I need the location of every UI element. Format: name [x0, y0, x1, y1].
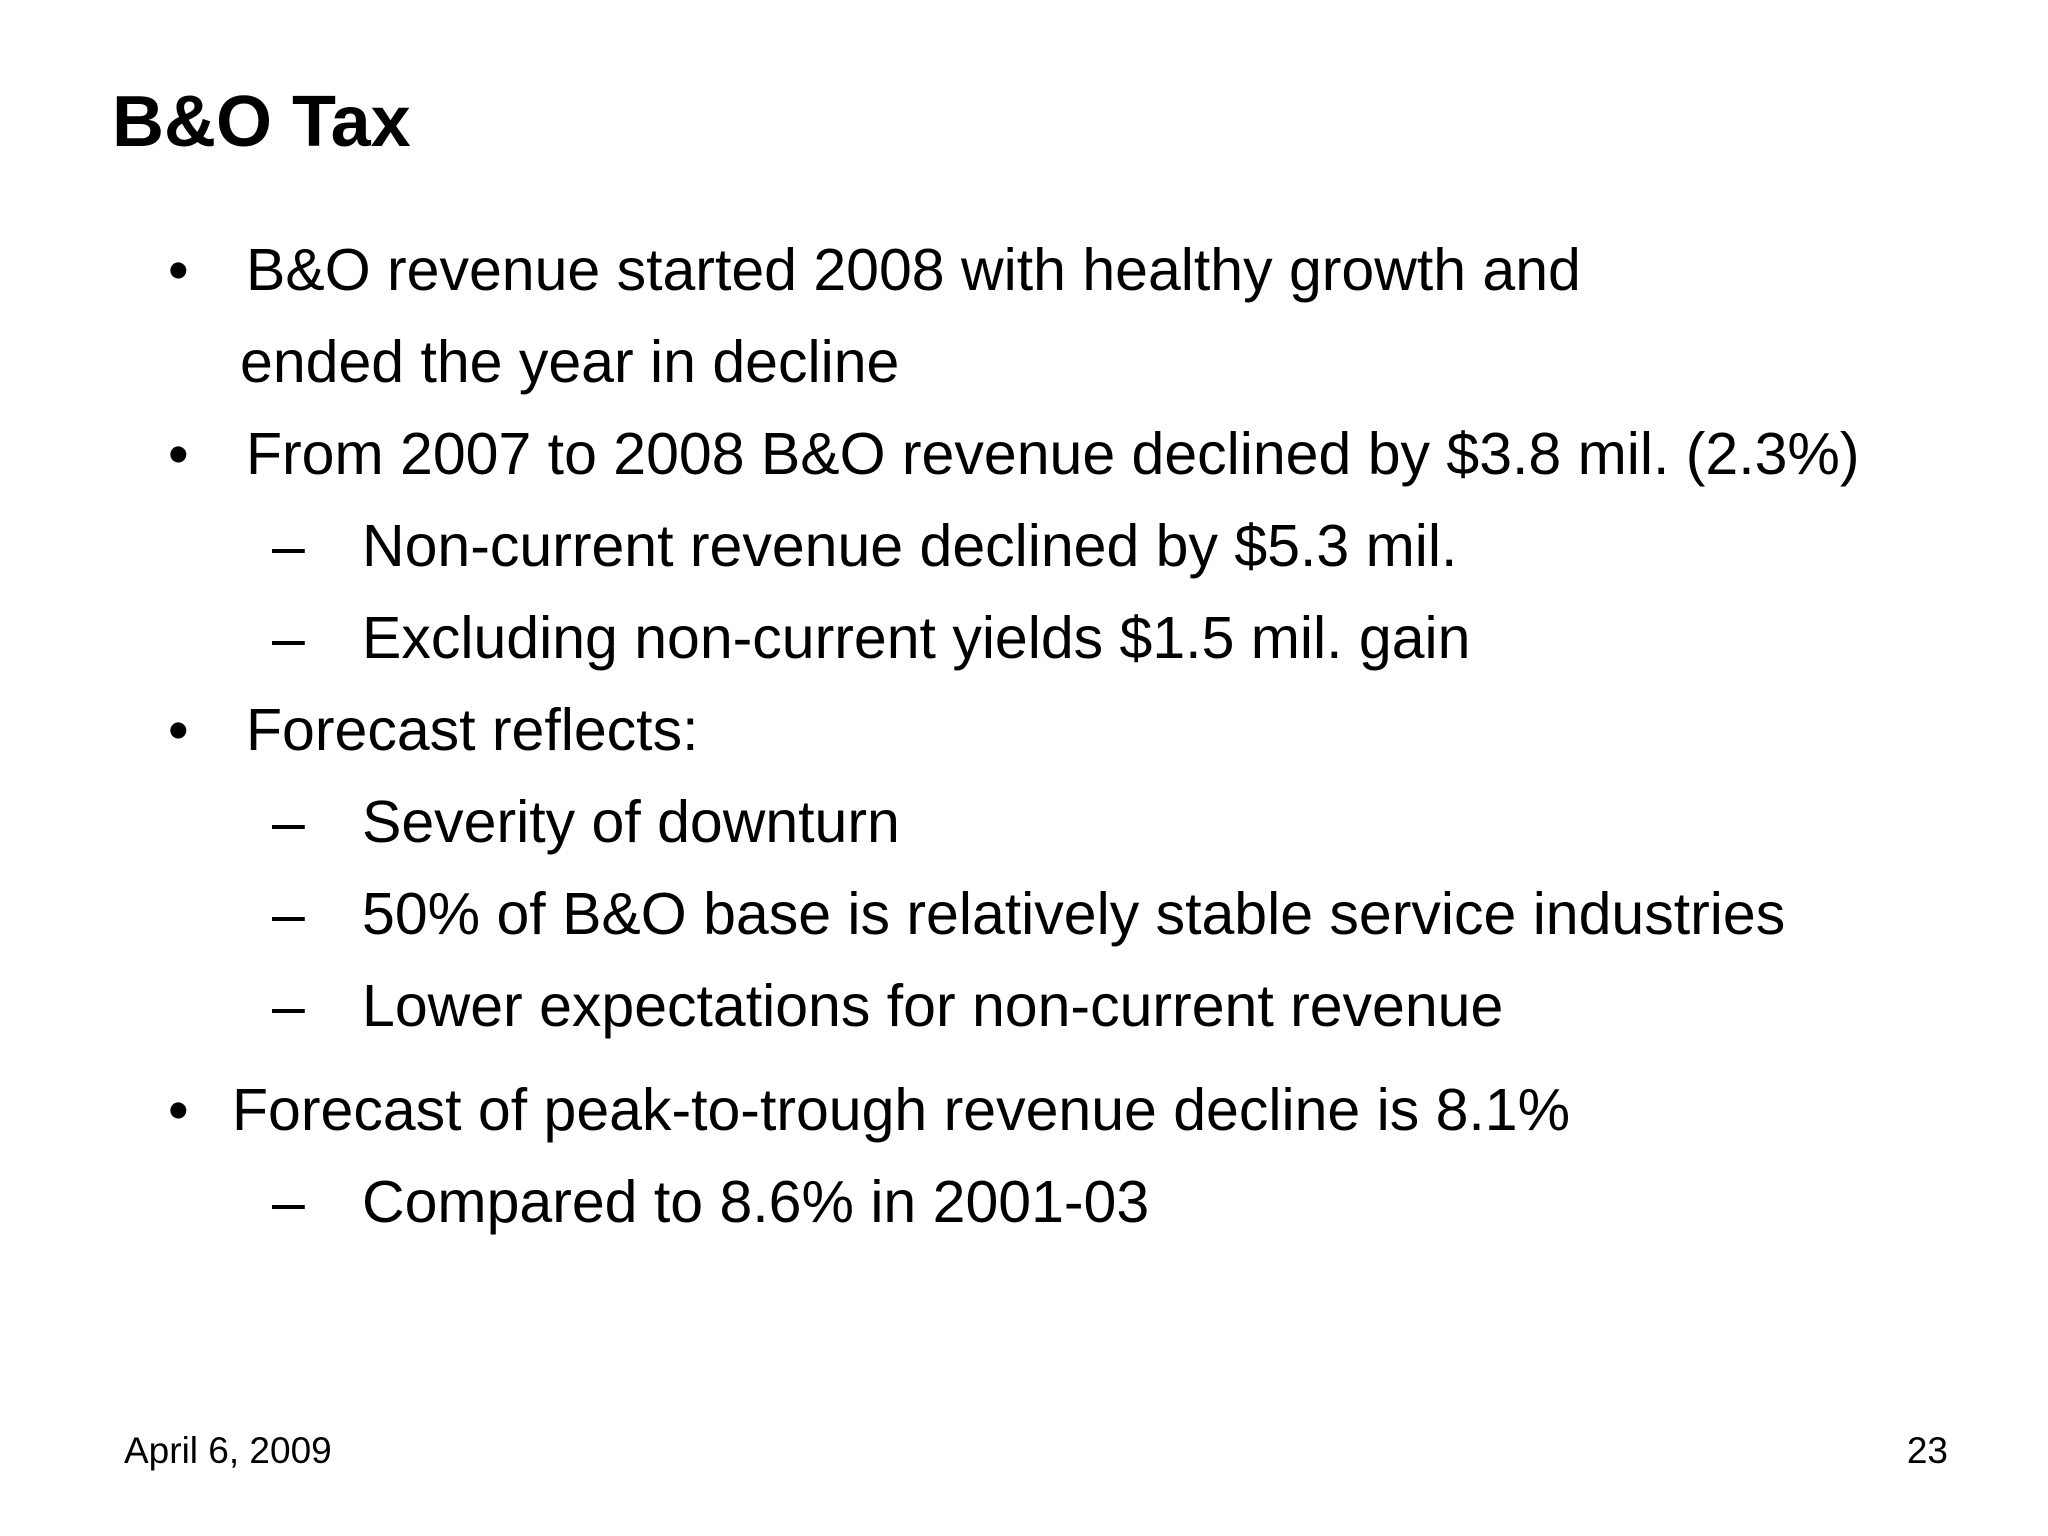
dash-marker: – [272, 1169, 305, 1235]
bullet-1-line-1: B&O revenue started 2008 with healthy gr… [246, 237, 1581, 303]
bullet-2-subitem-2: Excluding non-current yields $1.5 mil. g… [362, 605, 1471, 671]
dash-marker: – [272, 973, 305, 1039]
bullet-2-subitem-1: Non-current revenue declined by $5.3 mil… [362, 513, 1458, 579]
bullet-3-subitem-2: 50% of B&O base is relatively stable ser… [362, 881, 1786, 947]
dash-marker: – [272, 513, 305, 579]
bullet-marker: • [168, 237, 189, 303]
bullet-3-line-1: Forecast reflects: [246, 697, 699, 763]
dash-marker: – [272, 789, 305, 855]
bullet-marker: • [168, 1077, 189, 1143]
footer-date: April 6, 2009 [124, 1430, 332, 1471]
bullet-3-subitem-3: Lower expectations for non-current reven… [362, 973, 1504, 1039]
dash-marker: – [272, 881, 305, 947]
slide-title: B&O Tax [112, 82, 411, 162]
dash-marker: – [272, 605, 305, 671]
bullet-3-subitem-1: Severity of downturn [362, 789, 900, 855]
bullet-marker: • [168, 421, 189, 487]
page-number: 23 [1906, 1430, 1948, 1471]
bullet-marker: • [168, 697, 189, 763]
bullet-1-line-2: ended the year in decline [240, 329, 900, 395]
bullet-2-line-1: From 2007 to 2008 B&O revenue declined b… [246, 421, 1860, 487]
bullet-4-subitem-1: Compared to 8.6% in 2001-03 [362, 1169, 1150, 1235]
bullet-4-line-1: Forecast of peak-to-trough revenue decli… [232, 1077, 1571, 1143]
